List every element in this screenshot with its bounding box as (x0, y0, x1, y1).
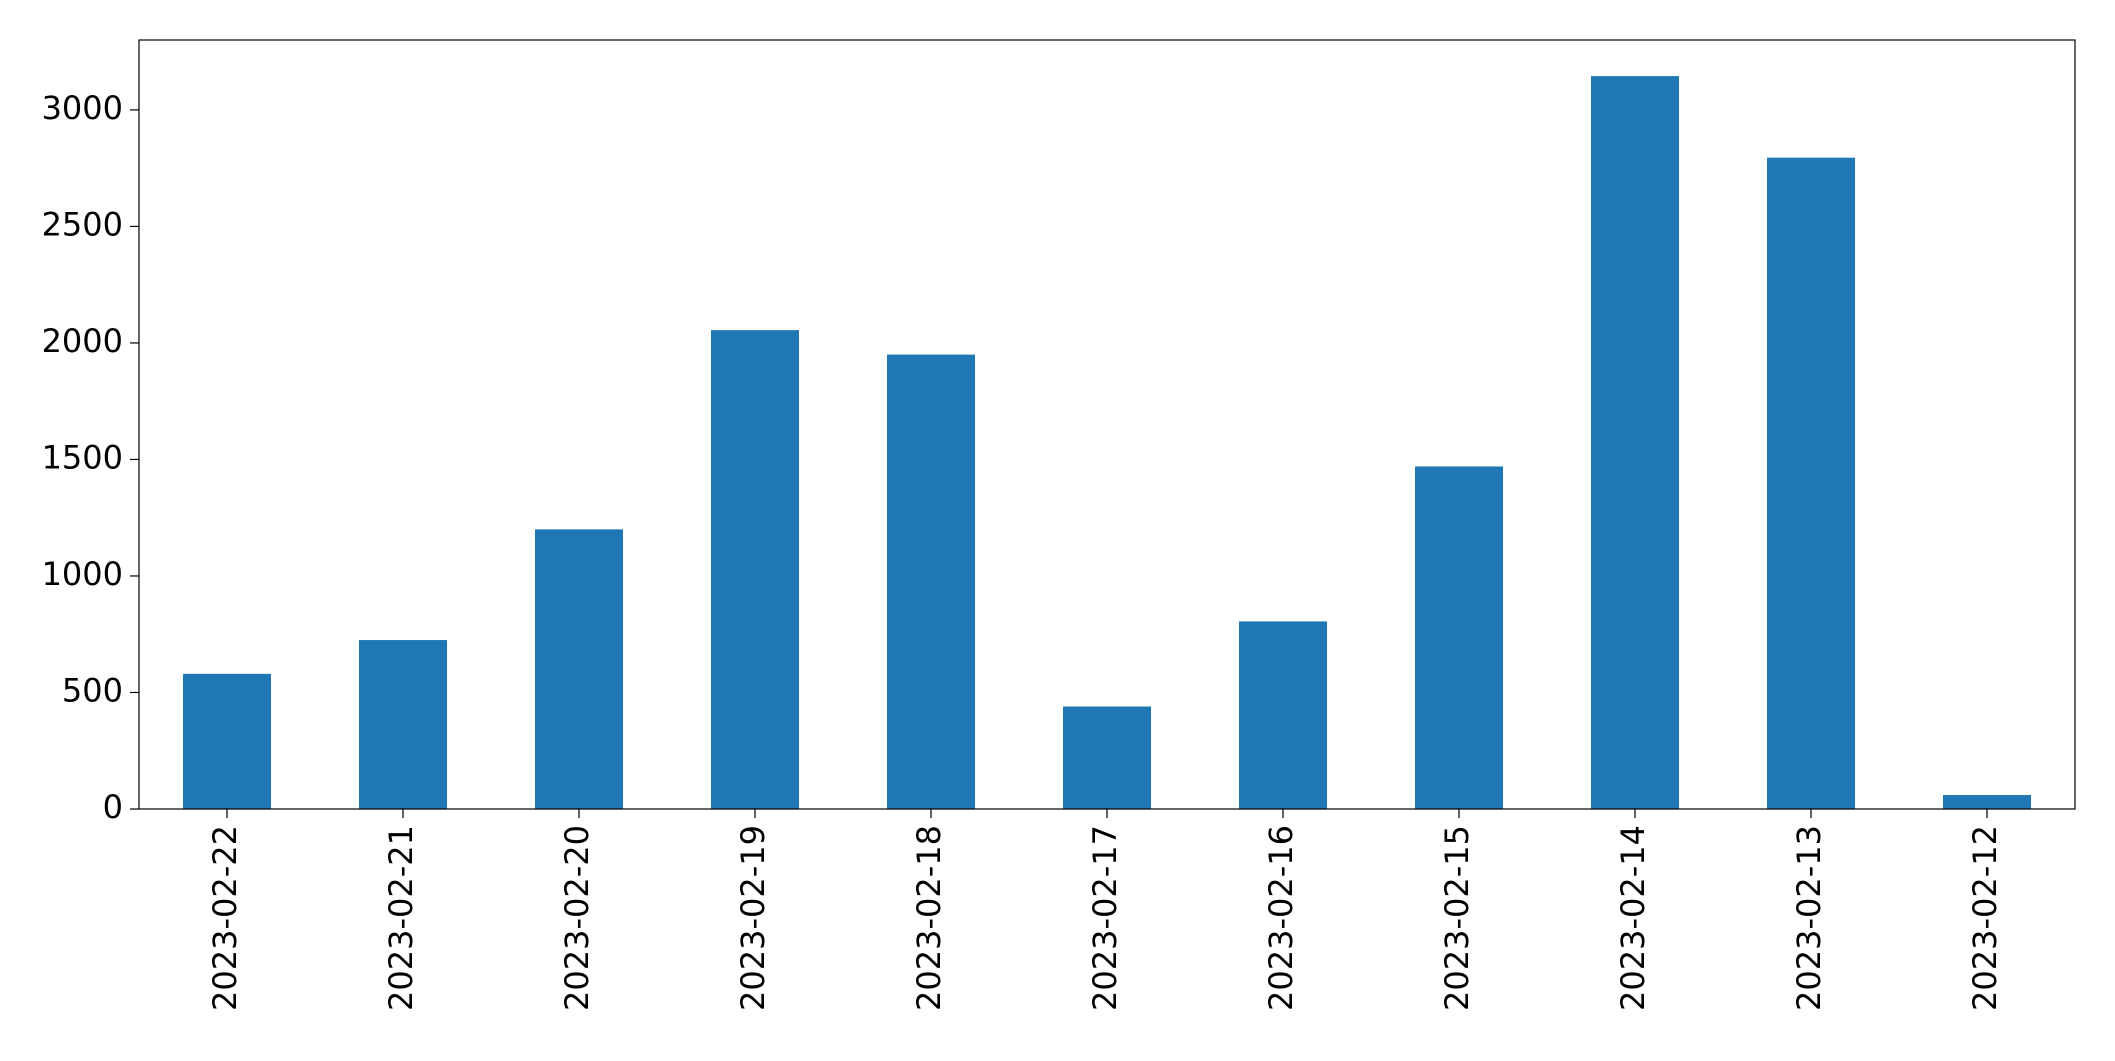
bar (1239, 621, 1327, 809)
x-tick-label: 2023-02-13 (1790, 825, 1828, 1011)
bar (359, 640, 447, 809)
bar (1767, 157, 1855, 809)
x-tick-label: 2023-02-21 (382, 825, 420, 1011)
bar (1591, 76, 1679, 810)
y-tick-label: 500 (62, 671, 123, 709)
bar (183, 673, 271, 809)
bar (711, 330, 799, 809)
x-tick-label: 2023-02-12 (1966, 825, 2004, 1011)
y-tick-label: 2500 (42, 205, 123, 243)
x-tick-label: 2023-02-22 (206, 825, 244, 1011)
x-tick-label: 2023-02-17 (1086, 825, 1124, 1011)
y-tick-label: 1500 (42, 438, 123, 476)
x-tick-label: 2023-02-14 (1614, 825, 1652, 1011)
y-tick-label: 3000 (42, 89, 123, 127)
bar (887, 354, 975, 809)
x-tick-label: 2023-02-18 (910, 825, 948, 1011)
bar (1943, 795, 2031, 809)
bar (1063, 706, 1151, 809)
plot-frame (138, 39, 2076, 810)
y-tick-label: 1000 (42, 555, 123, 593)
bar (1415, 466, 1503, 809)
x-tick-label: 2023-02-16 (1262, 825, 1300, 1011)
x-tick-label: 2023-02-15 (1438, 825, 1476, 1011)
x-tick-label: 2023-02-20 (558, 825, 596, 1011)
y-tick-label: 0 (103, 788, 123, 826)
y-tick-label: 2000 (42, 322, 123, 360)
bar (535, 529, 623, 809)
x-tick-label: 2023-02-19 (734, 825, 772, 1011)
